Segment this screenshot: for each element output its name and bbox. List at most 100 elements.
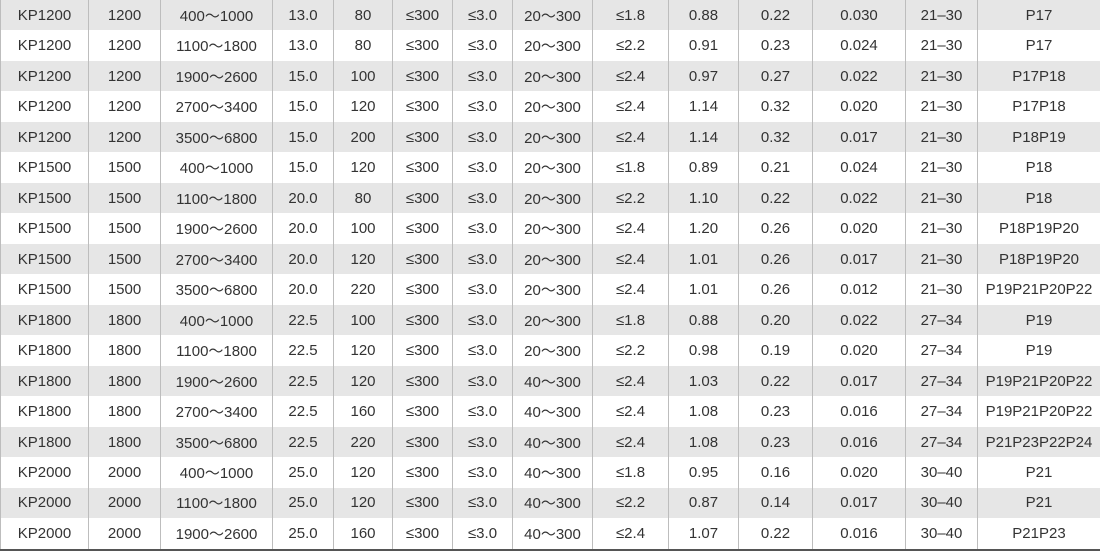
table-cell: 20.0 xyxy=(272,213,334,244)
table-cell: 220 xyxy=(333,426,393,458)
table-cell: 1200 xyxy=(88,121,161,153)
table-cell: ≤3.0 xyxy=(452,365,513,397)
table-cell: ≤3.0 xyxy=(452,243,513,275)
table-cell: 120 xyxy=(333,457,393,488)
table-row: KP1500 1500 3500～6800 20.0 220 ≤300 ≤3.0 20～300… xyxy=(0,274,1100,305)
table-cell: ≤2.4 xyxy=(592,121,669,153)
table-cell: KP1500 xyxy=(0,182,89,214)
table-cell: ≤2.4 xyxy=(592,518,669,551)
table-cell: 0.022 xyxy=(812,182,906,214)
table-cell: ≤300 xyxy=(392,213,453,244)
table-cell: ≤2.4 xyxy=(592,91,669,122)
table-cell: P21P23 xyxy=(977,518,1100,551)
table-cell: KP1800 xyxy=(0,426,89,458)
table-cell: ≤300 xyxy=(392,274,453,305)
table-cell: 0.32 xyxy=(738,121,813,153)
table-cell: 200 xyxy=(333,121,393,153)
table-cell: 27–34 xyxy=(905,365,978,397)
table-cell: 22.5 xyxy=(272,426,334,458)
table-cell: 21–30 xyxy=(905,182,978,214)
table-cell: 21–30 xyxy=(905,213,978,244)
table-cell: KP1800 xyxy=(0,365,89,397)
table-cell: ≤300 xyxy=(392,396,453,427)
table-cell: 30–40 xyxy=(905,457,978,488)
table-cell: 80 xyxy=(333,182,393,214)
table-cell: 80 xyxy=(333,0,393,31)
table-cell: KP1200 xyxy=(0,0,89,31)
table-cell: 0.23 xyxy=(738,30,813,61)
table-cell: 22.5 xyxy=(272,396,334,427)
table-cell: ≤2.2 xyxy=(592,487,669,519)
table-cell: 27–34 xyxy=(905,396,978,427)
table-cell: 0.012 xyxy=(812,274,906,305)
table-cell: ≤3.0 xyxy=(452,518,513,551)
table-cell: 1500 xyxy=(88,213,161,244)
table-cell: P21 xyxy=(977,457,1100,488)
table-cell: 21–30 xyxy=(905,91,978,122)
table-cell: 0.22 xyxy=(738,365,813,397)
table-cell: 13.0 xyxy=(272,0,334,31)
table-row: KP1800 1800 1100～1800 22.5 120 ≤300 ≤3.0 20～300… xyxy=(0,335,1100,366)
table-cell: 0.32 xyxy=(738,91,813,122)
table-cell: 400～1000 xyxy=(160,457,273,488)
table-cell: 120 xyxy=(333,243,393,275)
table-cell: P17 xyxy=(977,0,1100,31)
table-cell: 1800 xyxy=(88,426,161,458)
table-cell: 0.26 xyxy=(738,213,813,244)
table-cell: ≤2.2 xyxy=(592,182,669,214)
table-row: KP1800 1800 400～1000 22.5 100 ≤300 ≤3.0 20～300 ≤… xyxy=(0,304,1100,336)
table-cell: P18P19P20 xyxy=(977,213,1100,244)
table-cell: ≤3.0 xyxy=(452,487,513,519)
table-cell: ≤300 xyxy=(392,243,453,275)
table-cell: 0.22 xyxy=(738,0,813,31)
table-cell: ≤3.0 xyxy=(452,426,513,458)
table-cell: P17P18 xyxy=(977,91,1100,122)
table-cell: 27–34 xyxy=(905,426,978,458)
table-cell: 2000 xyxy=(88,518,161,551)
table-cell: 20～300 xyxy=(512,0,593,31)
table-cell: ≤3.0 xyxy=(452,396,513,427)
table-row: KP2000 2000 1900～2600 25.0 160 ≤300 ≤3.0 40～300… xyxy=(0,518,1100,551)
table-cell: 3500～6800 xyxy=(160,426,273,458)
table-cell: KP1500 xyxy=(0,243,89,275)
table-cell: ≤3.0 xyxy=(452,30,513,61)
table-cell: 0.26 xyxy=(738,243,813,275)
table-cell: 160 xyxy=(333,396,393,427)
table-cell: ≤300 xyxy=(392,304,453,336)
table-row: KP1500 1500 1100～1800 20.0 80 ≤300 ≤3.0 20～300 ≤… xyxy=(0,182,1100,214)
table-cell: P21 xyxy=(977,487,1100,519)
table-cell: 0.020 xyxy=(812,91,906,122)
table-cell: 20～300 xyxy=(512,121,593,153)
table-cell: 40～300 xyxy=(512,365,593,397)
table-cell: P21P23P22P24 xyxy=(977,426,1100,458)
table-cell: 21–30 xyxy=(905,274,978,305)
table-cell: ≤2.4 xyxy=(592,243,669,275)
table-cell: 20～300 xyxy=(512,335,593,366)
table-cell: 1500 xyxy=(88,152,161,183)
table-cell: 1500 xyxy=(88,243,161,275)
table-cell: 0.017 xyxy=(812,487,906,519)
table-cell: 0.020 xyxy=(812,213,906,244)
table-cell: 13.0 xyxy=(272,30,334,61)
table-cell: 0.017 xyxy=(812,121,906,153)
table-cell: P19P21P20P22 xyxy=(977,365,1100,397)
table-cell: 0.016 xyxy=(812,518,906,551)
table-cell: 20～300 xyxy=(512,91,593,122)
table-cell: 0.27 xyxy=(738,60,813,92)
table-cell: 1.10 xyxy=(668,182,739,214)
table-cell: 15.0 xyxy=(272,91,334,122)
table-cell: 2000 xyxy=(88,487,161,519)
table-cell: 100 xyxy=(333,60,393,92)
table-cell: 0.22 xyxy=(738,518,813,551)
table-cell: 20～300 xyxy=(512,30,593,61)
table-cell: KP1200 xyxy=(0,121,89,153)
table-cell: 15.0 xyxy=(272,152,334,183)
table-cell: 1900～2600 xyxy=(160,213,273,244)
table-cell: 21–30 xyxy=(905,0,978,31)
table-cell: 100 xyxy=(333,304,393,336)
table-cell: 1800 xyxy=(88,396,161,427)
table-row: KP2000 2000 1100～1800 25.0 120 ≤300 ≤3.0 40～300… xyxy=(0,487,1100,519)
table-cell: P18 xyxy=(977,182,1100,214)
table-cell: ≤1.8 xyxy=(592,152,669,183)
